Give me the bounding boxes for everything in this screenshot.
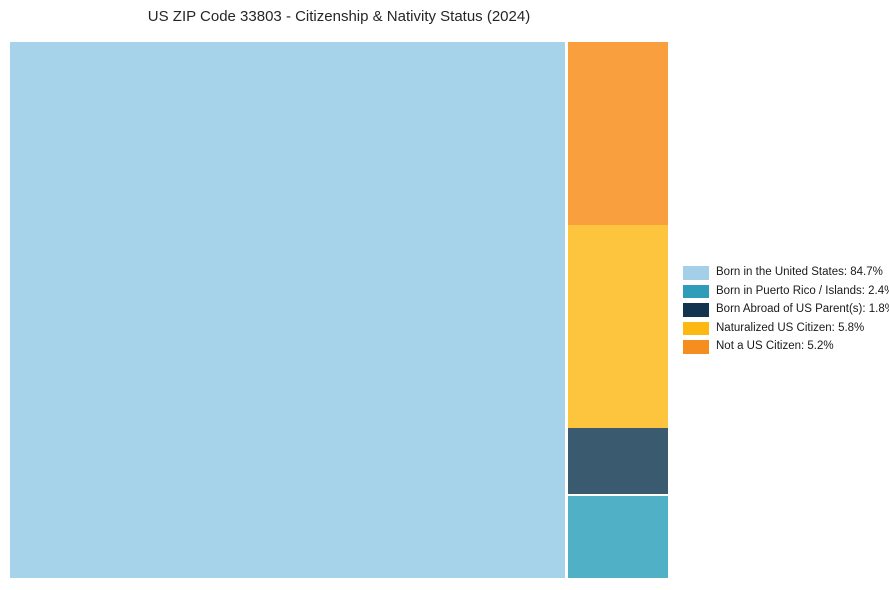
legend-item: Naturalized US Citizen: 5.8% — [683, 321, 889, 336]
legend-swatch-born-abroad-of-us-parents — [683, 303, 709, 317]
legend-swatch-not-a-us-citizen — [683, 340, 709, 354]
legend-swatch-naturalized-us-citizen — [683, 321, 709, 336]
legend-item: Born Abroad of US Parent(s): 1.8% — [683, 303, 889, 317]
legend-label: Naturalized US Citizen: 5.8% — [716, 321, 865, 334]
legend-label: Born Abroad of US Parent(s): 1.8% — [716, 303, 889, 316]
treemap-cell-naturalized-us-citizen — [568, 225, 668, 428]
legend-swatch-born-in-puerto-rico-islands — [683, 284, 709, 299]
chart-legend: Born in the United States: 84.7% Born in… — [683, 266, 889, 359]
legend-item: Born in the United States: 84.7% — [683, 266, 889, 280]
legend-item: Born in Puerto Rico / Islands: 2.4% — [683, 284, 889, 299]
chart-title: US ZIP Code 33803 - Citizenship & Nativi… — [147, 8, 531, 25]
treemap-cell-not-a-us-citizen — [568, 42, 668, 225]
legend-label: Born in the United States: 84.7% — [716, 266, 883, 278]
treemap-cell-born-abroad-of-us-parents — [568, 428, 668, 494]
legend-label: Born in Puerto Rico / Islands: 2.4% — [716, 284, 889, 297]
treemap-cell-born-in-puerto-rico-islands — [568, 495, 668, 578]
legend-item: Not a US Citizen: 5.2% — [683, 340, 889, 354]
treemap-cell-born-in-united-states — [10, 42, 565, 578]
legend-label: Not a US Citizen: 5.2% — [716, 340, 834, 353]
legend-swatch-born-in-united-states — [683, 266, 709, 280]
